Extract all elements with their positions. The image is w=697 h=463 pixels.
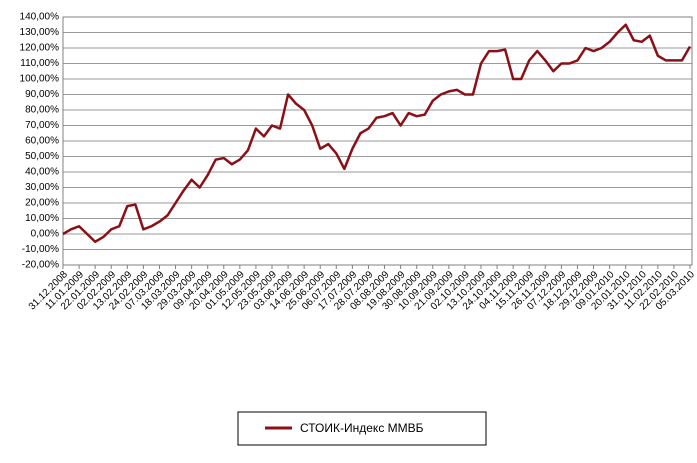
y-tick-label: 20,00%	[25, 198, 59, 209]
legend-label: СТОИК-Индекс ММВБ	[300, 421, 424, 435]
y-tick-label: 30,00%	[25, 182, 59, 193]
y-tick-label: 0,00%	[31, 229, 59, 240]
y-tick-label: -10,00%	[22, 244, 59, 255]
y-tick-label: 120,00%	[20, 43, 60, 54]
y-tick-label: 50,00%	[25, 151, 59, 162]
y-tick-label: 80,00%	[25, 105, 59, 116]
y-tick-label: 40,00%	[25, 167, 59, 178]
plot-border	[62, 16, 693, 266]
series-line	[62, 23, 692, 243]
y-tick-label: -20,00%	[22, 260, 59, 271]
y-tick-label: 100,00%	[20, 74, 60, 85]
y-tick-label: 60,00%	[25, 136, 59, 147]
y-tick-label: 140,00%	[20, 12, 60, 23]
y-tick-label: 90,00%	[25, 89, 59, 100]
y-tick-label: 130,00%	[20, 27, 60, 38]
y-tick-label: 10,00%	[25, 213, 59, 224]
y-tick-label: 110,00%	[20, 58, 59, 69]
y-tick-label: 70,00%	[25, 120, 59, 131]
